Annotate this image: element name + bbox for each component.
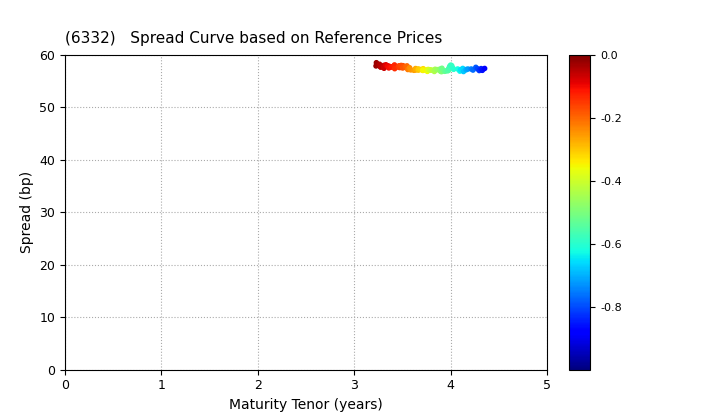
Point (389, 62, 400, 68)
Point (434, 66, 446, 72)
Point (433, 66, 444, 73)
Point (385, 64, 397, 71)
Point (380, 62, 392, 69)
Point (370, 63, 382, 69)
Point (443, 65, 454, 72)
Point (428, 67, 439, 74)
Point (475, 65, 487, 72)
Point (378, 64, 390, 71)
Point (423, 66, 434, 73)
Point (410, 67, 421, 74)
Point (378, 65, 390, 71)
Point (440, 68, 451, 74)
Point (460, 66, 472, 73)
Point (458, 68, 469, 75)
Point (443, 67, 454, 74)
Point (415, 66, 426, 73)
Point (436, 65, 448, 72)
X-axis label: Maturity Tenor (years): Maturity Tenor (years) (229, 398, 383, 412)
Point (422, 68, 433, 75)
Point (400, 64, 411, 71)
Point (436, 68, 447, 75)
Point (429, 66, 441, 73)
Point (447, 64, 459, 71)
Point (424, 67, 436, 74)
Point (417, 67, 428, 74)
Point (457, 65, 469, 72)
Point (426, 67, 437, 74)
Point (386, 63, 397, 70)
Point (382, 63, 393, 70)
Point (383, 63, 395, 69)
Point (442, 68, 454, 74)
Text: (6332)   Spread Curve based on Reference Prices: (6332) Spread Curve based on Reference P… (65, 32, 442, 47)
Point (422, 66, 433, 73)
Point (393, 63, 405, 69)
Point (425, 66, 436, 73)
Point (428, 68, 440, 75)
Point (397, 62, 409, 69)
Point (446, 62, 457, 69)
Point (435, 68, 446, 75)
Point (375, 63, 387, 70)
Point (402, 66, 413, 73)
Point (436, 66, 448, 73)
Point (371, 59, 382, 66)
Point (410, 65, 421, 72)
Point (388, 63, 400, 69)
Point (383, 65, 395, 71)
Point (462, 66, 474, 72)
Point (392, 64, 404, 71)
Point (374, 61, 385, 68)
Point (448, 66, 459, 73)
Point (413, 66, 424, 72)
Point (405, 66, 417, 73)
Point (431, 66, 442, 73)
Point (401, 63, 413, 69)
Y-axis label: Spread (bp): Spread (bp) (19, 171, 34, 253)
Point (375, 64, 387, 71)
Point (418, 66, 429, 72)
Point (404, 64, 415, 71)
Point (378, 62, 390, 69)
Point (445, 62, 456, 68)
Point (444, 63, 456, 69)
Point (408, 67, 420, 74)
Point (413, 67, 424, 74)
Point (479, 65, 490, 72)
Point (477, 67, 488, 74)
Point (472, 66, 483, 72)
Point (452, 66, 464, 72)
Point (400, 63, 411, 70)
Point (474, 67, 485, 74)
Point (438, 68, 450, 75)
Point (397, 65, 408, 71)
Point (470, 64, 482, 71)
Point (373, 62, 384, 69)
Point (389, 65, 400, 72)
Point (420, 67, 431, 74)
Point (403, 66, 415, 72)
Point (455, 66, 467, 73)
Point (394, 64, 405, 71)
Point (395, 62, 407, 69)
Point (393, 63, 405, 70)
Point (454, 68, 466, 74)
Point (417, 67, 428, 74)
Point (412, 66, 423, 73)
Point (461, 66, 472, 73)
Point (380, 61, 392, 68)
Point (465, 66, 477, 72)
Point (382, 62, 393, 69)
Point (467, 67, 479, 74)
